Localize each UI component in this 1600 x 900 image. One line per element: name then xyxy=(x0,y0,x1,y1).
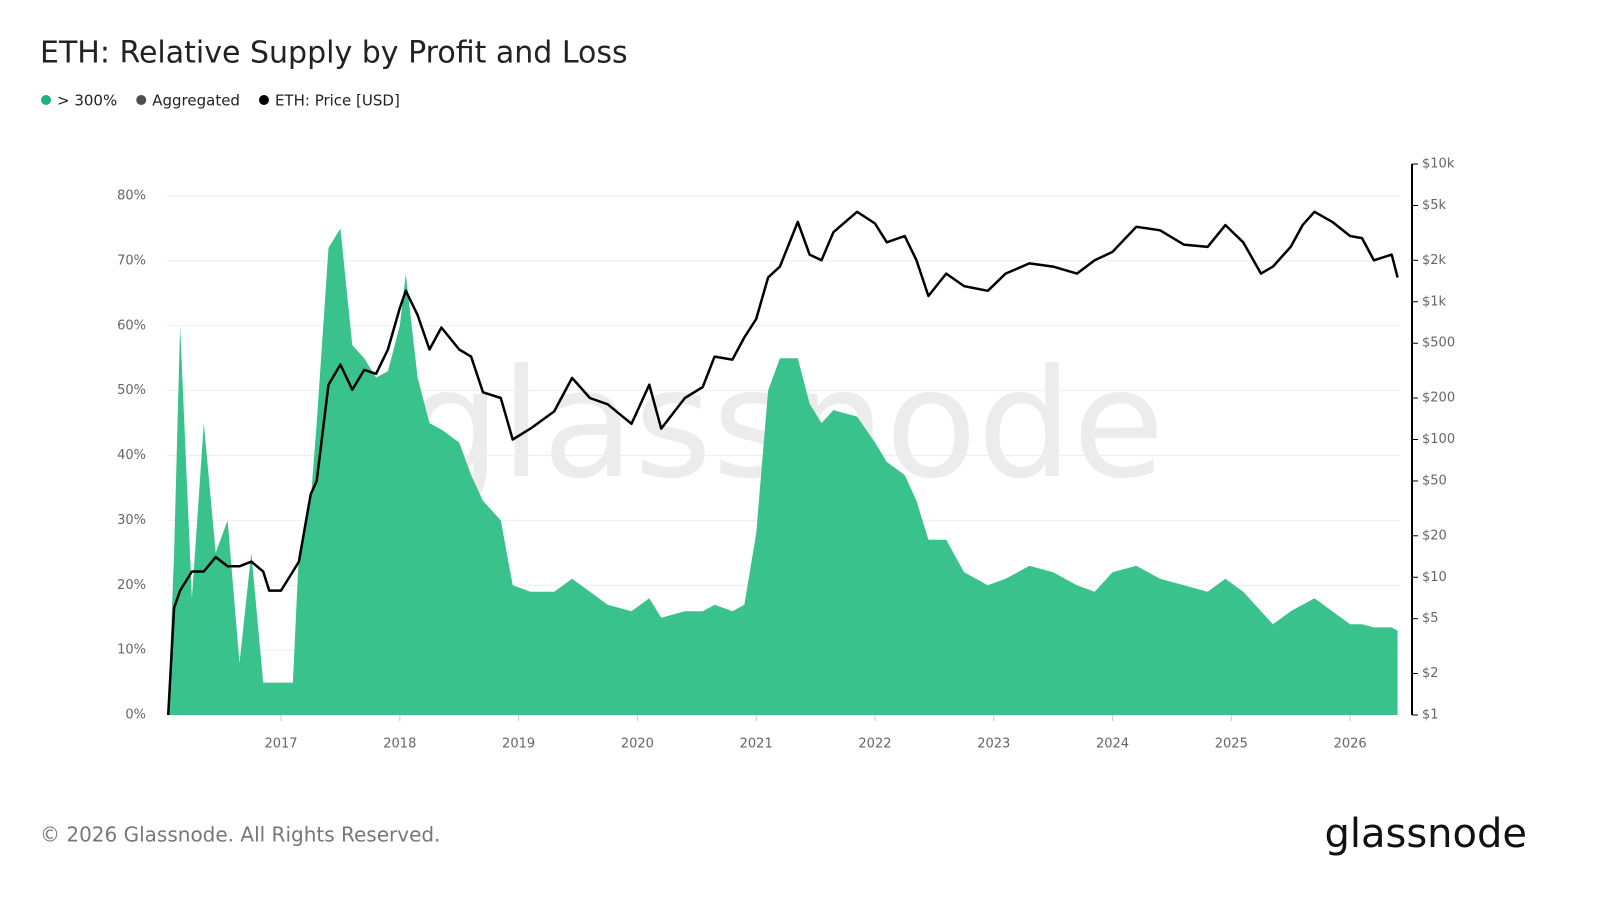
brand-logo: glassnode xyxy=(1324,811,1527,857)
legend-label: ETH: Price [USD] xyxy=(275,92,400,110)
x-tick-label: 2017 xyxy=(264,737,297,752)
y-tick-label: 0% xyxy=(125,708,146,723)
y-tick-label: 40% xyxy=(117,448,146,463)
y2-tick-label: $1 xyxy=(1422,708,1439,723)
x-tick-label: 2022 xyxy=(858,737,891,752)
x-tick-label: 2020 xyxy=(621,737,654,752)
y-tick-label: 10% xyxy=(117,643,146,658)
x-tick-label: 2024 xyxy=(1096,737,1129,752)
y2-tick-label: $2k xyxy=(1422,253,1447,268)
y2-tick-label: $10k xyxy=(1422,157,1455,172)
y2-tick-label: $10 xyxy=(1422,570,1447,585)
y2-tick-label: $2 xyxy=(1422,666,1439,681)
x-tick-label: 2025 xyxy=(1215,737,1248,752)
legend-marker xyxy=(41,95,51,105)
x-tick-label: 2023 xyxy=(977,737,1010,752)
y-tick-label: 50% xyxy=(117,383,146,398)
y2-tick-label: $20 xyxy=(1422,528,1447,543)
y2-tick-label: $500 xyxy=(1422,336,1455,351)
x-tick-label: 2021 xyxy=(740,737,773,752)
y2-tick-label: $100 xyxy=(1422,432,1455,447)
y2-tick-label: $1k xyxy=(1422,294,1447,309)
x-tick-label: 2018 xyxy=(383,737,416,752)
footer: © 2026 Glassnode. All Rights Reserved. xyxy=(40,823,440,847)
supply-area xyxy=(168,228,1398,715)
legend-marker xyxy=(258,95,269,105)
y2-tick-label: $50 xyxy=(1422,473,1447,488)
x-tick-label: 2026 xyxy=(1334,737,1367,752)
y-tick-label: 30% xyxy=(117,513,146,528)
chart-title: ETH: Relative Supply by Profit and Loss xyxy=(40,36,628,71)
price-line xyxy=(166,210,1399,716)
y-tick-label: 60% xyxy=(117,318,146,333)
y-tick-label: 70% xyxy=(117,253,146,268)
y2-tick-label: $200 xyxy=(1422,391,1455,406)
y-tick-label: 20% xyxy=(117,578,146,593)
y2-tick-label: $5 xyxy=(1422,611,1439,626)
y-tick-label: 80% xyxy=(117,189,146,204)
legend-marker xyxy=(136,95,147,105)
legend-label: > 300% xyxy=(57,92,117,110)
legend-label: Aggregated xyxy=(152,92,240,110)
x-tick-label: 2019 xyxy=(502,737,535,752)
y2-tick-label: $5k xyxy=(1422,198,1447,213)
